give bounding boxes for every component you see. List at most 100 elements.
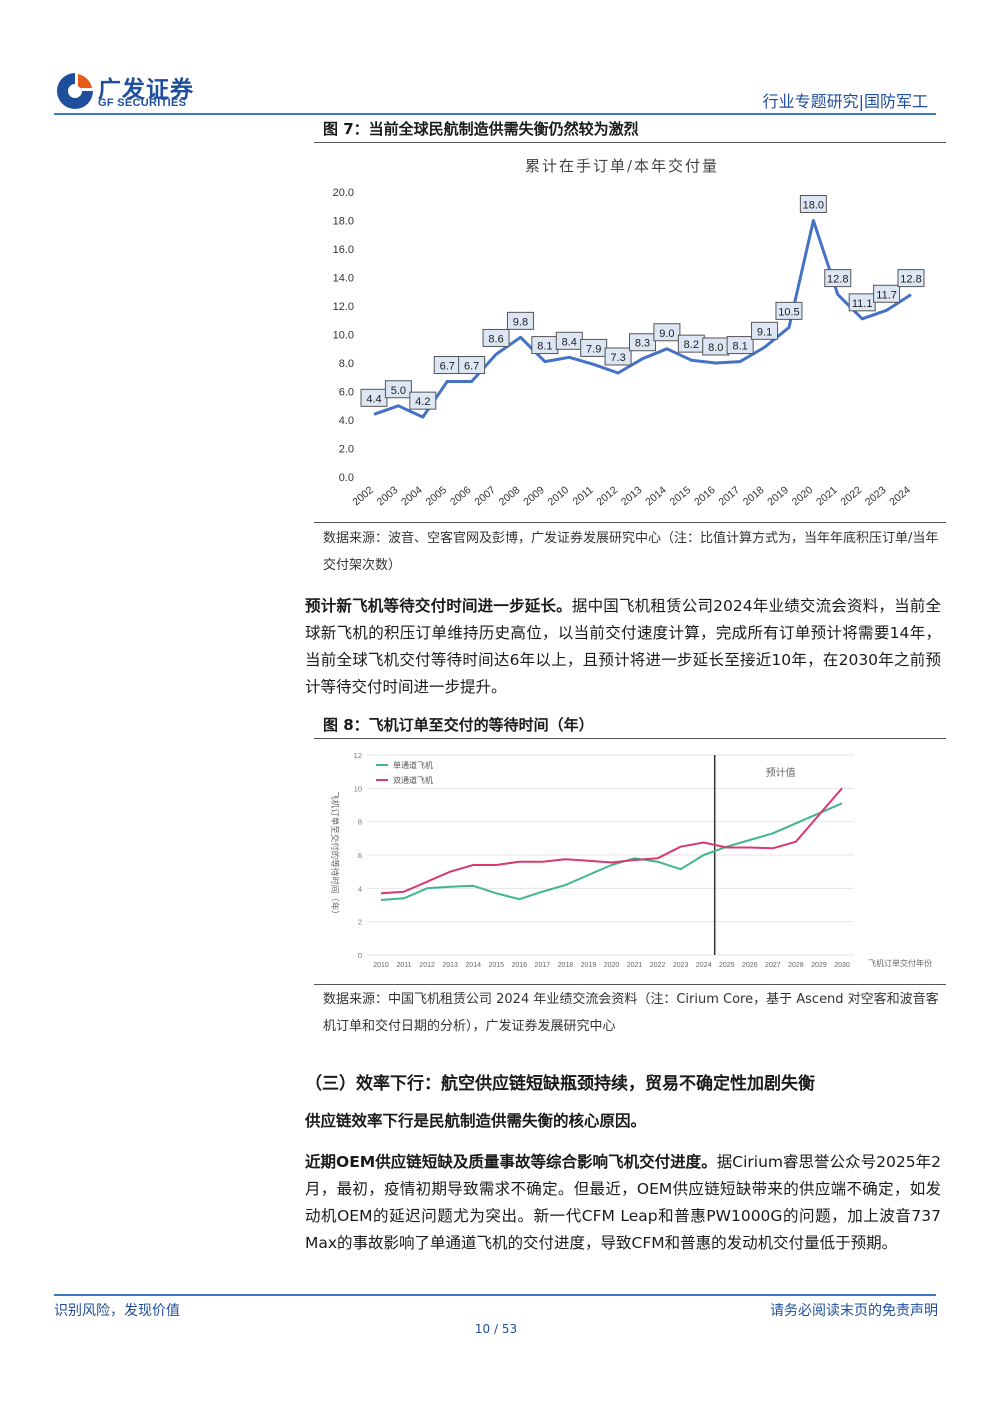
x-tick-label: 2016 — [692, 484, 718, 508]
series-line — [380, 787, 843, 895]
figure8-caption: 图 8：飞机订单至交付的等待时间（年） — [323, 716, 594, 734]
series-line — [380, 802, 843, 901]
data-label-box — [824, 269, 852, 288]
x-tick-label: 2013 — [442, 962, 458, 969]
y-tick-label: 18.0 — [333, 216, 354, 228]
y-tick-label: 4.0 — [339, 415, 354, 427]
data-label: 8.1 — [726, 336, 754, 355]
chart-title: 累计在手订单/本年交付量 — [525, 157, 719, 175]
backlog-ratio-line — [373, 219, 912, 419]
footer-slogan: 识别风险，发现价值 — [54, 1303, 180, 1319]
data-label-box — [897, 269, 925, 288]
x-tick-label: 2017 — [716, 484, 742, 508]
data-label-box — [482, 328, 510, 347]
data-label-text: 4.2 — [415, 396, 430, 408]
data-label: 11.1 — [848, 293, 876, 312]
y-tick-label: 2.0 — [339, 444, 354, 456]
data-label-text: 8.4 — [562, 336, 577, 348]
y-tick-label: 10.0 — [333, 330, 354, 342]
y-tick-label: 12 — [354, 751, 362, 760]
legend-label: 单通道飞机 — [393, 760, 433, 770]
data-label-text: 9.1 — [757, 326, 772, 338]
header-divider — [54, 113, 936, 115]
figure7-caption: 图 7：当前全球民航制造供需失衡仍然较为激烈 — [323, 120, 639, 138]
x-tick-label: 2026 — [742, 962, 758, 969]
x-tick-label: 2029 — [811, 962, 827, 969]
data-label: 9.8 — [506, 311, 534, 330]
footer-disclaimer-link[interactable]: 请务必阅读末页的免责声明 — [770, 1303, 938, 1319]
paragraph-lead: 供应链效率下行是民航制造供需失衡的核心原因。 — [305, 1112, 647, 1130]
data-label: 4.2 — [409, 391, 437, 410]
y-axis-label: 飞机订单至交付的等待时间（年） — [330, 791, 340, 919]
gf-logo: 广发证券 GF SECURITIES — [54, 70, 214, 112]
data-label-text: 10.5 — [778, 306, 799, 318]
x-tick-label: 2024 — [887, 484, 913, 508]
x-tick-label: 2017 — [535, 962, 551, 969]
paragraph-body: 据中国飞机租赁公司2024年业绩交流会资料，当前全球新飞机的积压订单维持历史高位… — [305, 597, 941, 696]
data-label-text: 8.0 — [708, 342, 723, 354]
y-tick-label: 0 — [358, 951, 362, 960]
figure7-bottom-rule — [314, 522, 946, 523]
data-label-text: 8.2 — [684, 339, 699, 351]
data-label-text: 8.1 — [732, 341, 747, 353]
data-label-text: 8.3 — [635, 338, 650, 350]
x-tick-label: 2021 — [627, 962, 643, 969]
figure7-source: 数据来源：波音、空客官网及彭博，广发证券发展研究中心（注：比值计算方式为，当年年… — [323, 531, 939, 573]
data-label-text: 9.0 — [659, 328, 674, 340]
x-axis-label: 飞机订单交付年份 — [868, 958, 932, 968]
x-tick-label: 2019 — [581, 962, 597, 969]
y-tick-label: 2 — [358, 918, 362, 927]
x-tick-label: 2012 — [419, 962, 435, 969]
section-heading: （三）效率下行：航空供应链短缺瓶颈持续，贸易不确定性加剧失衡 — [305, 1074, 815, 1094]
y-tick-label: 10 — [354, 784, 362, 793]
data-label-text: 7.9 — [586, 343, 601, 355]
data-label-text: 4.4 — [366, 393, 381, 405]
data-label-box — [409, 391, 437, 410]
data-label-box — [799, 195, 827, 213]
data-label: 8.0 — [702, 337, 730, 356]
data-label: 4.4 — [360, 388, 388, 407]
y-tick-label: 16.0 — [333, 244, 354, 256]
y-tick-label: 6 — [358, 851, 362, 860]
figure8-bottom-rule — [314, 984, 946, 985]
x-tick-label: 2019 — [765, 484, 791, 508]
y-tick-label: 4 — [358, 884, 362, 893]
x-tick-label: 2027 — [765, 962, 781, 969]
x-tick-label: 2009 — [521, 484, 547, 508]
data-label-text: 11.7 — [876, 289, 897, 301]
x-tick-label: 2007 — [472, 484, 498, 508]
x-tick-label: 2030 — [834, 962, 850, 969]
data-label: 9.0 — [653, 323, 681, 342]
data-label: 8.6 — [482, 328, 510, 347]
figure7-chart: 累计在手订单/本年交付量 0.0 2.0 4.0 6.0 8.0 10.0 12.0 14.0… — [333, 157, 925, 508]
data-label: 18.0 — [799, 195, 827, 213]
x-tick-label: 2024 — [696, 962, 712, 969]
data-label: 11.7 — [873, 284, 901, 303]
paragraph-lead: 近期OEM供应链短缺及质量事故等综合影响飞机交付进度。 — [305, 1153, 717, 1171]
data-label-box — [458, 356, 486, 375]
data-label-box — [629, 333, 656, 352]
data-label: 8.2 — [677, 334, 705, 353]
data-label-text: 12.8 — [827, 274, 848, 286]
x-tick-label: 2012 — [594, 484, 620, 508]
x-tick-label: 2018 — [558, 962, 574, 969]
footer-divider — [54, 1294, 936, 1296]
data-label-text: 5.0 — [391, 385, 406, 397]
data-label-text: 6.7 — [464, 361, 479, 373]
data-label-text: 12.8 — [900, 274, 921, 286]
data-label-box — [506, 311, 534, 330]
x-tick-label: 2015 — [668, 484, 694, 508]
data-label-box — [653, 323, 681, 342]
x-tick-label: 2011 — [571, 484, 596, 508]
x-tick-label: 2025 — [719, 962, 735, 969]
data-label-text: 9.8 — [513, 316, 528, 328]
x-tick-label: 2021 — [814, 484, 840, 508]
data-label: 12.8 — [824, 269, 852, 288]
y-tick-label: 6.0 — [339, 387, 354, 399]
data-label: 6.7 — [458, 356, 486, 375]
data-label: 7.9 — [580, 338, 608, 357]
data-label: 9.1 — [751, 321, 779, 340]
data-label-text: 8.6 — [488, 333, 503, 345]
y-tick-label: 8 — [358, 818, 362, 827]
x-tick-label: 2015 — [488, 962, 504, 969]
